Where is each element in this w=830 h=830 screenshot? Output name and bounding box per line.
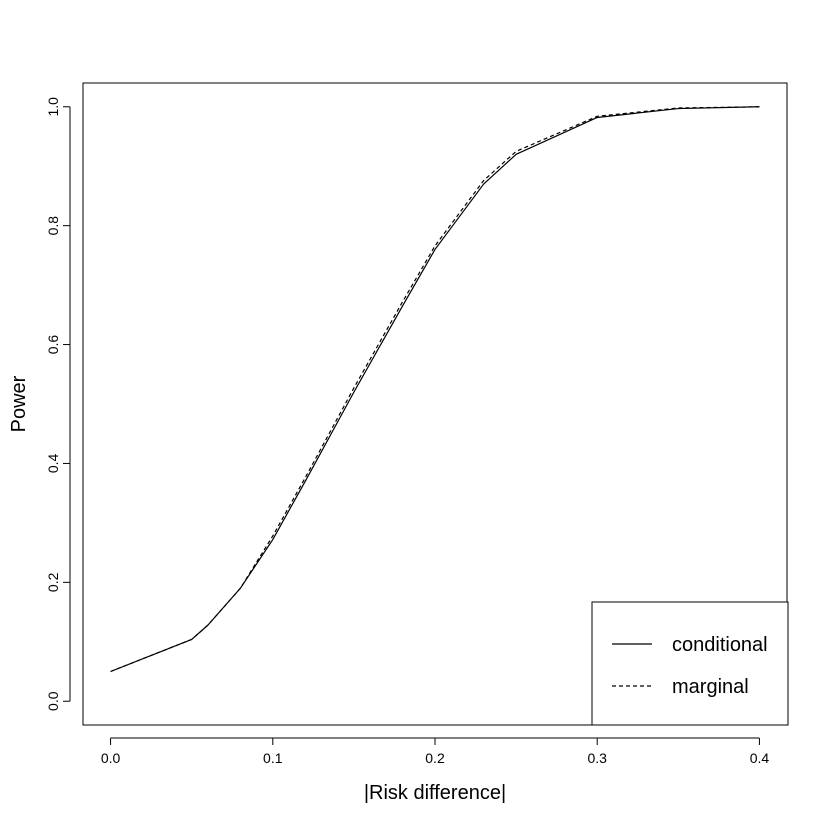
legend-label-marginal: marginal <box>672 676 749 698</box>
plot-frame <box>82 82 788 726</box>
y-tick-label: 0.2 <box>45 572 61 592</box>
axis-ticks: 0.0 0.1 0.2 0.3 0.4 0.0 0.2 0.4 0.6 0.8 1.0 <box>45 97 769 766</box>
x-axis-label: |Risk difference| <box>364 782 506 804</box>
series-line-conditional <box>110 106 760 673</box>
x-tick-label: 0.1 <box>263 750 283 766</box>
y-tick-label: 1.0 <box>45 97 61 117</box>
series-line-marginal <box>110 106 760 673</box>
x-tick-label: 0.0 <box>101 750 121 766</box>
legend-label-conditional: conditional <box>672 634 768 656</box>
x-tick-label: 0.2 <box>425 750 445 766</box>
y-axis-label: Power <box>8 375 30 432</box>
y-tick-label: 0.8 <box>45 216 61 236</box>
y-tick-label: 0.4 <box>45 454 61 474</box>
y-tick-label: 0.6 <box>45 335 61 355</box>
x-tick-label: 0.3 <box>587 750 607 766</box>
x-tick-label: 0.4 <box>750 750 770 766</box>
y-tick-label: 0.0 <box>45 691 61 711</box>
legend-box <box>591 601 789 726</box>
legend: conditional marginal <box>591 601 789 726</box>
series-lines <box>110 106 760 673</box>
